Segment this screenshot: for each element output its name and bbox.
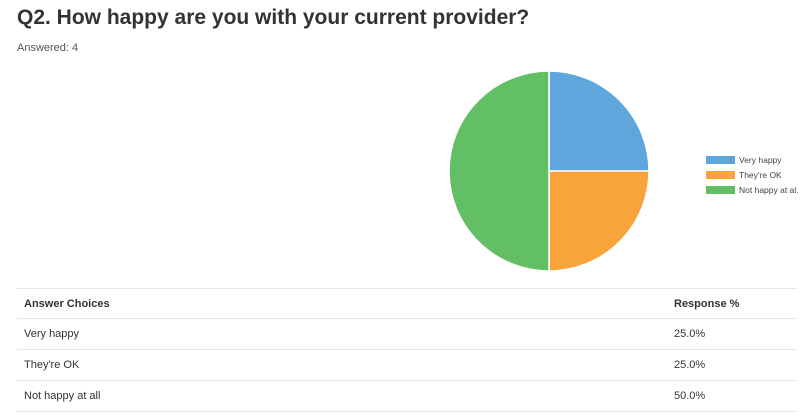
legend-label: Not happy at al... <box>739 184 798 195</box>
response-percent-cell: 50.0% <box>667 380 797 412</box>
legend-swatch-theyre-ok <box>706 170 735 179</box>
legend-label: Very happy <box>739 154 782 165</box>
table-header-row: Answer Choices Response % <box>17 288 797 319</box>
legend-swatch-very-happy <box>706 155 735 164</box>
pie-chart-svg <box>448 70 650 272</box>
response-percent-cell: 25.0% <box>667 349 797 381</box>
pie-slice-theyre-ok[interactable] <box>548 170 650 272</box>
response-percent-cell: 25.0% <box>667 318 797 350</box>
answer-choice-cell: Very happy <box>17 318 667 350</box>
legend-swatch-not-happy <box>706 185 735 194</box>
pie-chart <box>448 70 650 272</box>
legend-label: They're OK <box>739 169 782 180</box>
answer-choice-cell: Not happy at all <box>17 380 667 412</box>
table-row: Not happy at all 50.0% <box>17 380 797 412</box>
answered-count: Answered: 4 <box>17 42 79 54</box>
column-header-response-percent: Response % <box>667 288 797 319</box>
results-table: Answer Choices Response % Very happy 25.… <box>17 288 797 412</box>
table-row: Very happy 25.0% <box>17 318 797 350</box>
legend-item-not-happy[interactable]: Not happy at al... <box>706 183 798 196</box>
table-row: They're OK 25.0% <box>17 349 797 381</box>
answer-choice-cell: They're OK <box>17 349 667 381</box>
column-header-answer-choices: Answer Choices <box>17 288 667 319</box>
question-title: Q2. How happy are you with your current … <box>17 6 530 29</box>
pie-slice-not-happy[interactable] <box>448 70 550 272</box>
pie-slice-very-happy[interactable] <box>548 70 650 172</box>
legend-item-theyre-ok[interactable]: They're OK <box>706 168 798 181</box>
chart-legend: Very happy They're OK Not happy at al... <box>706 153 798 198</box>
legend-item-very-happy[interactable]: Very happy <box>706 153 798 166</box>
